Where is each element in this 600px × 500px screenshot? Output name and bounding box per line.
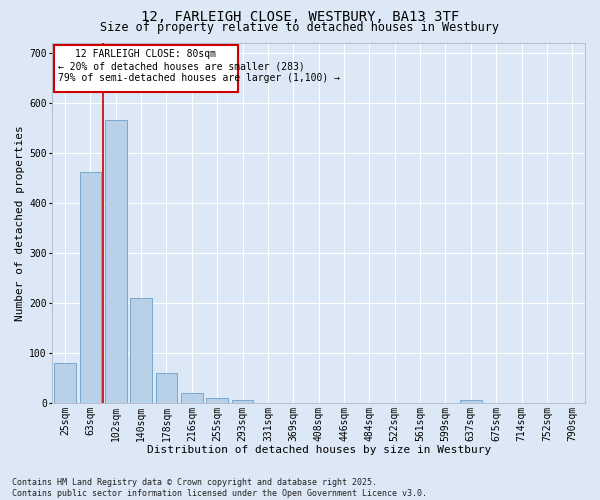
Bar [130, 298, 152, 403]
Text: Size of property relative to detached houses in Westbury: Size of property relative to detached ho… [101, 21, 499, 34]
Bar [206, 398, 228, 403]
Bar [105, 120, 127, 403]
Text: 12 FARLEIGH CLOSE: 80sqm: 12 FARLEIGH CLOSE: 80sqm [76, 48, 217, 58]
X-axis label: Distribution of detached houses by size in Westbury: Distribution of detached houses by size … [146, 445, 491, 455]
Text: Contains HM Land Registry data © Crown copyright and database right 2025.
Contai: Contains HM Land Registry data © Crown c… [12, 478, 427, 498]
Bar [80, 172, 101, 403]
Text: 12, FARLEIGH CLOSE, WESTBURY, BA13 3TF: 12, FARLEIGH CLOSE, WESTBURY, BA13 3TF [141, 10, 459, 24]
Bar [156, 373, 177, 403]
FancyBboxPatch shape [55, 44, 238, 92]
Bar [232, 400, 253, 403]
Text: ← 20% of detached houses are smaller (283): ← 20% of detached houses are smaller (28… [58, 61, 305, 71]
Y-axis label: Number of detached properties: Number of detached properties [15, 125, 25, 320]
Text: 79% of semi-detached houses are larger (1,100) →: 79% of semi-detached houses are larger (… [58, 72, 340, 83]
Bar [181, 393, 203, 403]
Bar [460, 400, 482, 403]
Bar [54, 363, 76, 403]
